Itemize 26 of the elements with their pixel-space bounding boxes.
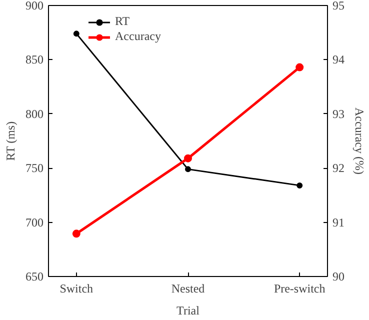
y2-tick-label: 95	[332, 0, 344, 12]
y2-tick-label: 93	[332, 106, 344, 121]
x-tick-label: Switch	[60, 282, 94, 296]
x-tick-label: Pre-switch	[274, 282, 326, 296]
x-axis-title: Trial	[176, 304, 200, 318]
y-tick-label: 900	[26, 0, 44, 12]
x-tick-label: Nested	[171, 282, 205, 296]
y2-tick-label: 94	[332, 52, 344, 67]
y-axis-title: RT (ms)	[4, 121, 18, 161]
y2-tick-label: 91	[332, 215, 344, 230]
y-tick-label: 800	[26, 106, 44, 121]
legend-label: RT	[115, 14, 131, 29]
y2-axis-title: Accuracy (%)	[352, 108, 366, 174]
point	[185, 166, 191, 172]
y-tick-label: 850	[26, 52, 44, 67]
y-tick-label: 700	[26, 215, 44, 230]
y2-tick-label: 92	[332, 161, 344, 176]
point	[296, 63, 304, 72]
legend-label: Accuracy	[115, 29, 161, 44]
y-tick-label: 650	[26, 270, 44, 284]
point	[184, 154, 192, 162]
point	[296, 182, 303, 188]
point	[73, 30, 80, 37]
y-tick-label: 750	[26, 161, 44, 176]
point	[72, 230, 80, 238]
y2-tick-label: 90	[332, 270, 344, 284]
